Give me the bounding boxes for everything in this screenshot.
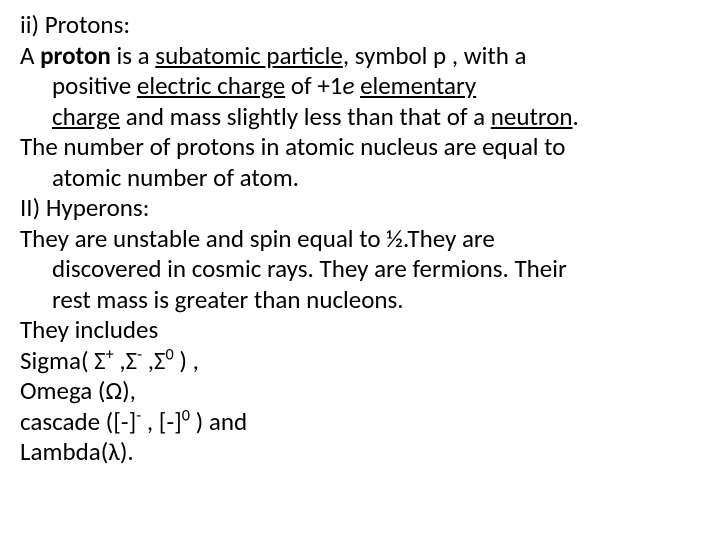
text: of +1: [285, 70, 342, 101]
link-charge: charge: [52, 101, 120, 132]
text: ,Σ: [142, 345, 165, 376]
proton-def-line3: charge and mass slightly less than that …: [20, 102, 700, 133]
proton-def-line1: A proton is a subatomic particle, symbol…: [20, 41, 700, 72]
lambda-line: Lambda(λ).: [20, 437, 700, 468]
slide-content: ii) Protons: A proton is a subatomic par…: [0, 0, 720, 478]
text: Sigma( Σ: [20, 345, 106, 376]
link-neutron: neutron: [491, 101, 573, 132]
link-elementary: elementary: [360, 70, 476, 101]
text: , [-]: [141, 406, 182, 437]
text: , symbol p , with a: [343, 40, 527, 71]
text: cascade ([-]: [20, 406, 136, 437]
hyperons-line3: rest mass is greater than nucleons.: [20, 285, 700, 316]
link-subatomic-particle: subatomic particle: [155, 40, 343, 71]
text: .: [573, 101, 579, 132]
includes-line: They includes: [20, 315, 700, 346]
omega-line: Omega (Ω),: [20, 376, 700, 407]
text: positive: [52, 70, 137, 101]
hyperons-line1: They are unstable and spin equal to ½.Th…: [20, 224, 700, 255]
text-italic-e: e: [342, 70, 354, 101]
text: ,Σ: [114, 345, 137, 376]
text: A: [20, 40, 40, 71]
heading-hyperons: II) Hyperons:: [20, 193, 700, 224]
sigma-line: Sigma( Σ+ ,Σ- ,Σ0 ) ,: [20, 346, 700, 377]
link-electric-charge: electric charge: [137, 70, 285, 101]
hyperons-line2: discovered in cosmic rays. They are ferm…: [20, 254, 700, 285]
text: ) ,: [174, 345, 199, 376]
cascade-line: cascade ([-]- , [-]0 ) and: [20, 407, 700, 438]
sup-zero: 0: [165, 345, 173, 364]
proton-number-line1: The number of protons in atomic nucleus …: [20, 132, 700, 163]
text: ) and: [190, 406, 247, 437]
text: is a: [111, 40, 155, 71]
sup-plus: +: [106, 345, 114, 364]
heading-protons: ii) Protons:: [20, 10, 700, 41]
text-bold-proton: proton: [40, 40, 111, 71]
text: and mass slightly less than that of a: [120, 101, 491, 132]
proton-number-line2: atomic number of atom.: [20, 163, 700, 194]
sup-zero: 0: [182, 406, 190, 425]
proton-def-line2: positive electric charge of +1e elementa…: [20, 71, 700, 102]
